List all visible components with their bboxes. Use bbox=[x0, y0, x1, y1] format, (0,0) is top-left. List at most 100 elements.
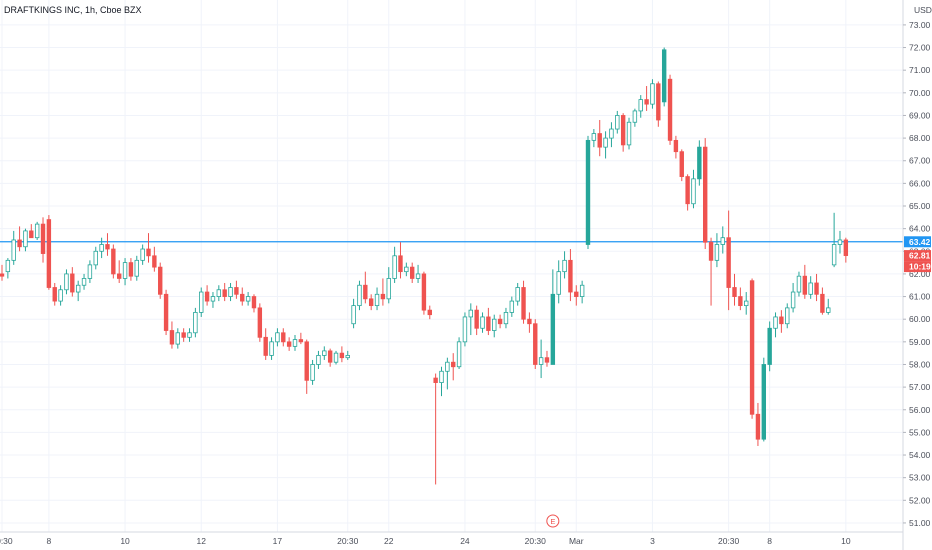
candle[interactable] bbox=[761, 357, 766, 442]
candle[interactable] bbox=[298, 332, 304, 345]
candle[interactable] bbox=[521, 280, 526, 324]
candle[interactable] bbox=[667, 74, 673, 145]
candle[interactable] bbox=[779, 310, 784, 333]
candle[interactable] bbox=[146, 233, 151, 263]
candle[interactable] bbox=[474, 305, 479, 336]
candle[interactable] bbox=[480, 312, 485, 333]
candle[interactable] bbox=[11, 230, 16, 265]
candle[interactable] bbox=[720, 226, 725, 254]
candle[interactable] bbox=[714, 233, 720, 268]
candle[interactable] bbox=[656, 81, 661, 127]
candle[interactable] bbox=[603, 131, 608, 159]
candle[interactable] bbox=[5, 258, 11, 279]
candle[interactable] bbox=[245, 292, 251, 306]
candle[interactable] bbox=[122, 258, 128, 286]
candle[interactable] bbox=[17, 226, 22, 252]
candle[interactable] bbox=[409, 262, 415, 283]
candle[interactable] bbox=[152, 246, 157, 272]
candle[interactable] bbox=[433, 373, 438, 485]
candle[interactable] bbox=[814, 273, 819, 302]
candle[interactable] bbox=[240, 287, 245, 306]
candle[interactable] bbox=[234, 280, 239, 299]
candle[interactable] bbox=[749, 278, 755, 419]
earnings-marker[interactable] bbox=[546, 514, 560, 528]
candle[interactable] bbox=[579, 280, 585, 304]
candle[interactable] bbox=[193, 307, 198, 338]
candle[interactable] bbox=[304, 339, 309, 394]
candle[interactable] bbox=[738, 287, 743, 311]
candle[interactable] bbox=[691, 169, 696, 209]
candle[interactable] bbox=[380, 278, 386, 306]
candle[interactable] bbox=[23, 228, 28, 252]
candle[interactable] bbox=[75, 280, 81, 302]
candle[interactable] bbox=[755, 402, 761, 446]
price-axis[interactable]: 51.00 52.00 53.00 54.00 55.00 56.00 57.00 58.00… bbox=[903, 20, 931, 528]
candle[interactable] bbox=[357, 280, 362, 311]
candle[interactable] bbox=[327, 348, 333, 367]
candle[interactable] bbox=[87, 260, 93, 283]
candle[interactable] bbox=[263, 328, 268, 360]
candle[interactable] bbox=[790, 282, 796, 313]
candle[interactable] bbox=[111, 244, 116, 279]
candle[interactable] bbox=[591, 129, 597, 148]
candle[interactable] bbox=[386, 267, 391, 304]
candle[interactable] bbox=[128, 258, 134, 281]
candle[interactable] bbox=[661, 47, 667, 107]
candle[interactable] bbox=[46, 215, 52, 290]
candle[interactable] bbox=[796, 271, 802, 297]
candle[interactable] bbox=[533, 319, 538, 370]
candle[interactable] bbox=[140, 244, 145, 265]
candle[interactable] bbox=[257, 303, 263, 342]
candle[interactable] bbox=[620, 113, 626, 152]
candle[interactable] bbox=[29, 224, 34, 239]
candle[interactable] bbox=[374, 287, 380, 311]
candle[interactable] bbox=[462, 312, 468, 347]
candle[interactable] bbox=[421, 271, 427, 315]
candle[interactable] bbox=[562, 251, 567, 279]
candle[interactable] bbox=[732, 273, 737, 306]
candle[interactable] bbox=[275, 328, 280, 347]
candle[interactable] bbox=[837, 230, 843, 254]
candle[interactable] bbox=[333, 350, 339, 365]
candle[interactable] bbox=[117, 260, 122, 283]
candle[interactable] bbox=[556, 260, 561, 304]
candle[interactable] bbox=[515, 282, 520, 306]
candle[interactable] bbox=[626, 117, 632, 150]
time-axis[interactable]: 20:30 8 10 12 17 20:30 22 24 20:30 Mar 3 20:30 8 10 bbox=[0, 536, 851, 546]
candle[interactable] bbox=[644, 86, 649, 111]
candle[interactable] bbox=[0, 264, 5, 281]
candle[interactable] bbox=[585, 135, 591, 250]
candle[interactable] bbox=[163, 289, 169, 336]
candle[interactable] bbox=[708, 237, 714, 306]
candle[interactable] bbox=[292, 335, 298, 351]
candle[interactable] bbox=[685, 174, 690, 211]
candle[interactable] bbox=[52, 282, 57, 306]
candle[interactable] bbox=[158, 262, 163, 299]
candle[interactable] bbox=[322, 346, 327, 360]
candle[interactable] bbox=[697, 140, 702, 186]
candle[interactable] bbox=[843, 237, 849, 263]
candle[interactable] bbox=[187, 328, 192, 342]
candle[interactable] bbox=[820, 287, 825, 315]
candle[interactable] bbox=[638, 95, 643, 118]
candle[interactable] bbox=[574, 285, 579, 306]
candle[interactable] bbox=[281, 328, 286, 347]
candle[interactable] bbox=[70, 267, 75, 297]
candle[interactable] bbox=[445, 357, 450, 390]
candle[interactable] bbox=[632, 108, 638, 127]
candle[interactable] bbox=[785, 303, 790, 329]
candle[interactable] bbox=[456, 337, 462, 370]
candle[interactable] bbox=[134, 255, 139, 281]
candle[interactable] bbox=[468, 303, 473, 336]
candle[interactable] bbox=[492, 314, 497, 338]
candle[interactable] bbox=[597, 119, 602, 157]
candle[interactable] bbox=[64, 269, 69, 295]
candle[interactable] bbox=[181, 328, 186, 342]
candle[interactable] bbox=[351, 298, 356, 329]
candle[interactable] bbox=[568, 249, 573, 302]
candle[interactable] bbox=[415, 264, 421, 283]
candle[interactable] bbox=[81, 273, 87, 290]
candle[interactable] bbox=[316, 350, 321, 370]
candle[interactable] bbox=[105, 233, 110, 256]
